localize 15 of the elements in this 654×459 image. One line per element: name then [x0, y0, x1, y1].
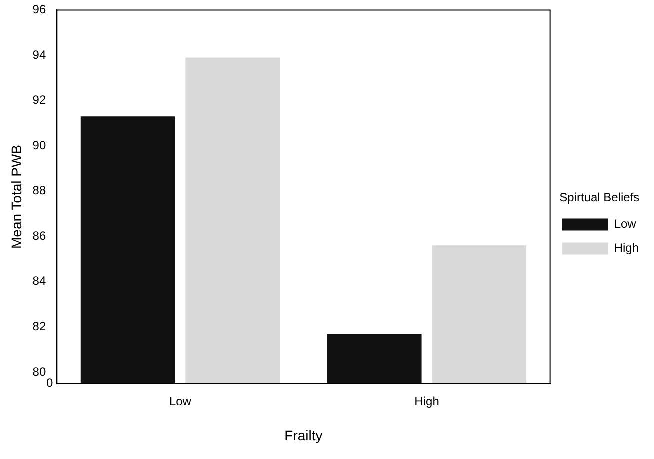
- text: 0: [46, 376, 54, 390]
- y-tick-label: 92: [32, 93, 46, 108]
- y-tick-label: 94: [32, 48, 46, 62]
- y-axis-title: Mean Total PWB: [8, 144, 24, 250]
- legend-label: Low: [614, 217, 637, 232]
- y-tick-label: 84: [32, 274, 46, 288]
- x-axis-title: Frailty: [284, 427, 323, 444]
- legend-label: High: [614, 241, 640, 256]
- y-tick-label: 96: [32, 2, 46, 17]
- y-tick-label: 90: [32, 138, 46, 152]
- y-tick-label: 86: [32, 228, 46, 243]
- legend-title: Spirtual Beliefs: [560, 190, 640, 205]
- y-tick-label: 82: [32, 320, 46, 334]
- y-tick-label: 88: [32, 184, 46, 198]
- y-tick-label: 80: [32, 364, 46, 379]
